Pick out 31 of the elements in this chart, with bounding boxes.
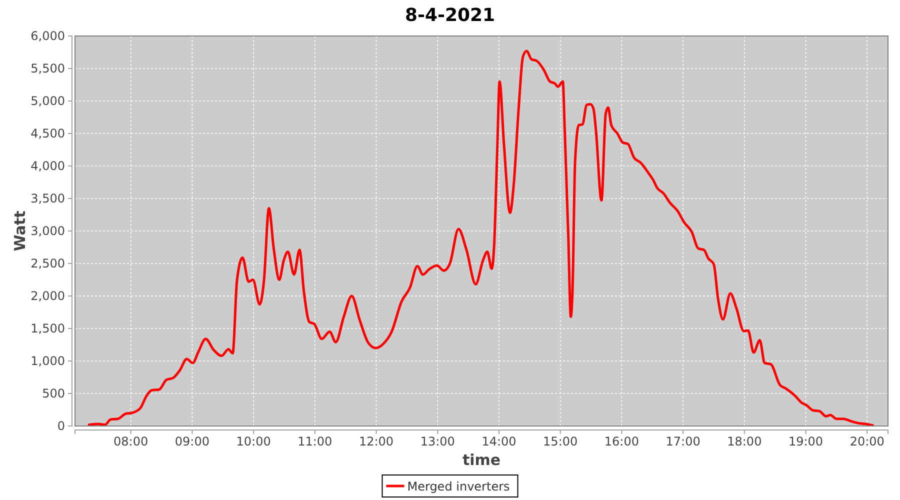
y-axis-title: Watt — [11, 210, 29, 252]
y-tick-label: 500 — [42, 386, 65, 400]
x-tick-label: 15:00 — [543, 434, 578, 449]
y-tick-label: 1,500 — [30, 321, 65, 336]
x-tick-label: 19:00 — [788, 434, 824, 449]
x-tick-label: 08:00 — [114, 434, 148, 449]
x-tick-label: 20:00 — [850, 434, 884, 449]
y-tick-label: 3,000 — [30, 224, 65, 238]
x-tick-label: 10:00 — [236, 434, 271, 449]
x-tick-label: 18:00 — [727, 434, 762, 449]
chart-title: 8-4-2021 — [404, 5, 496, 26]
y-tick-label: 5,500 — [30, 61, 65, 76]
line-series — [88, 50, 874, 427]
x-tick-label: 09:00 — [174, 434, 210, 449]
y-tick-label: 2,000 — [30, 288, 65, 303]
x-tick-label: 16:00 — [604, 434, 639, 449]
y-tick-label: 3,500 — [30, 191, 65, 206]
y-tick-label: 1,000 — [30, 354, 65, 368]
x-tick-label: 17:00 — [666, 434, 700, 449]
y-tick-label: 2,500 — [30, 256, 65, 270]
legend-label: Merged inverters — [407, 480, 510, 494]
y-tick-label: 0 — [57, 418, 65, 433]
x-tick-label: 14:00 — [482, 434, 516, 449]
x-tick-label: 11:00 — [298, 434, 332, 449]
y-tick-label: 4,000 — [30, 158, 65, 173]
x-tick-label: 12:00 — [358, 434, 394, 449]
y-tick-label: 6,000 — [30, 28, 65, 43]
x-tick-label: 13:00 — [420, 434, 455, 449]
y-tick-label: 4,500 — [30, 126, 65, 140]
x-axis-title: time — [462, 451, 501, 469]
y-tick-label: 5,000 — [30, 94, 65, 108]
